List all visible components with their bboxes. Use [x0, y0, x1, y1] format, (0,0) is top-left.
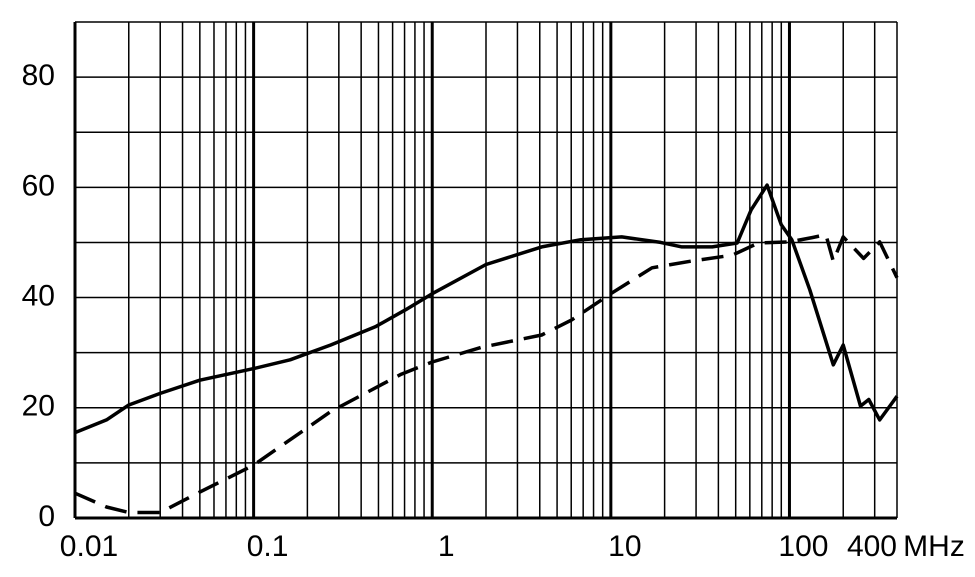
y-tick-label: 60: [22, 169, 55, 202]
x-tick-label: 400: [847, 530, 897, 563]
x-tick-label: 100: [778, 530, 828, 563]
data-line: [74, 232, 899, 515]
x-axis-label: MHz: [903, 530, 965, 563]
y-tick-label: 0: [38, 500, 55, 533]
y-tick-label: 20: [22, 390, 55, 423]
x-tick-label: 0.1: [247, 530, 289, 563]
y-tick-label: 40: [22, 279, 55, 312]
data-line: [74, 183, 899, 435]
x-tick-label: 0.01: [60, 530, 118, 563]
x-tick-label: 10: [608, 530, 641, 563]
y-tick-label: 80: [22, 59, 55, 92]
x-tick-label: 1: [438, 530, 455, 563]
